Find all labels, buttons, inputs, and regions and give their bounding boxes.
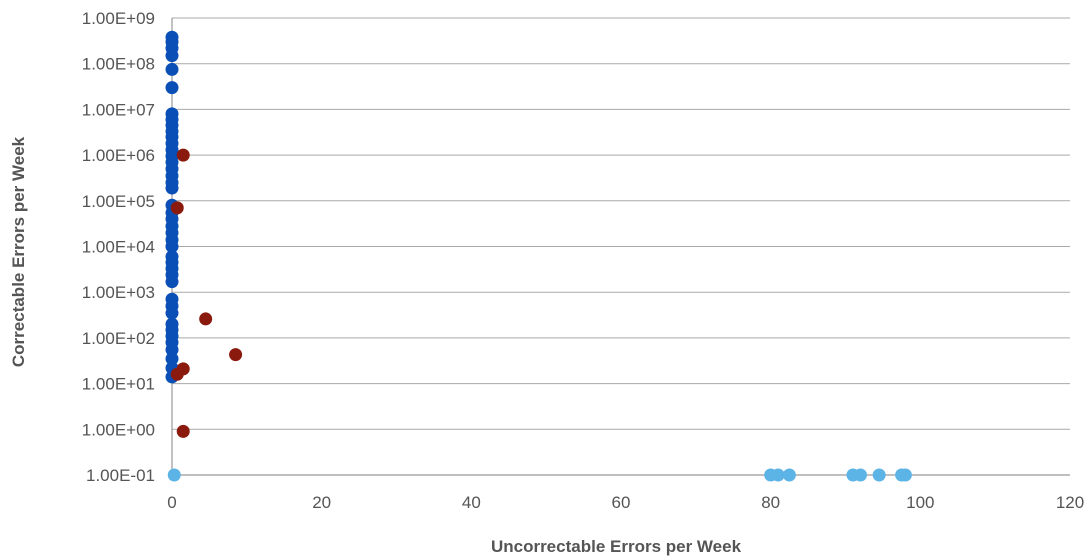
data-point (165, 49, 179, 63)
data-point (176, 148, 190, 162)
x-tick-label: 40 (462, 493, 481, 512)
data-point (167, 468, 181, 482)
data-point (170, 201, 184, 215)
x-tick-label: 80 (761, 493, 780, 512)
data-point (782, 468, 796, 482)
y-axis-tick-labels: 1.00E-01 1.00E+00 1.00E+01 1.00E+02 1.00E+03… (82, 9, 155, 485)
x-tick-label: 20 (312, 493, 331, 512)
data-point (199, 312, 213, 326)
y-tick-label: 1.00E+08 (82, 55, 155, 74)
data-point (165, 181, 179, 195)
data-point (165, 240, 179, 253)
data-point (165, 306, 179, 320)
data-point (229, 348, 243, 362)
y-tick-label: 1.00E+04 (82, 238, 155, 257)
data-point (165, 62, 179, 76)
data-point (165, 81, 179, 95)
data-point (165, 343, 179, 357)
x-tick-label: 100 (906, 493, 934, 512)
x-tick-label: 120 (1056, 493, 1084, 512)
data-point (853, 468, 867, 482)
y-tick-label: 1.00E+07 (82, 100, 155, 119)
y-tick-label: 1.00E+02 (82, 329, 155, 348)
y-tick-label: 1.00E+06 (82, 146, 155, 165)
gridlines (172, 17, 1070, 430)
y-tick-label: 1.00E+01 (82, 375, 155, 394)
y-tick-label: 1.00E+05 (82, 192, 155, 211)
y-tick-label: 1.00E+00 (82, 420, 155, 439)
data-point (170, 367, 184, 381)
x-tick-label: 60 (612, 493, 631, 512)
data-point (771, 468, 785, 482)
data-point (872, 468, 886, 482)
data-point (165, 275, 179, 289)
y-axis-title: Correctable Errors per Week (9, 136, 28, 367)
data-points (165, 30, 912, 482)
data-point (898, 468, 912, 482)
y-tick-label: 1.00E+03 (82, 283, 155, 302)
data-point (165, 352, 179, 366)
y-tick-label: 1.00E+09 (82, 9, 155, 28)
x-axis-title: Uncorrectable Errors per Week (491, 537, 742, 556)
y-tick-label: 1.00E-01 (86, 466, 155, 485)
x-axis-tick-labels: 0 20 40 60 80 100 120 (167, 493, 1084, 512)
data-point (176, 424, 190, 438)
x-tick-label: 0 (167, 493, 176, 512)
